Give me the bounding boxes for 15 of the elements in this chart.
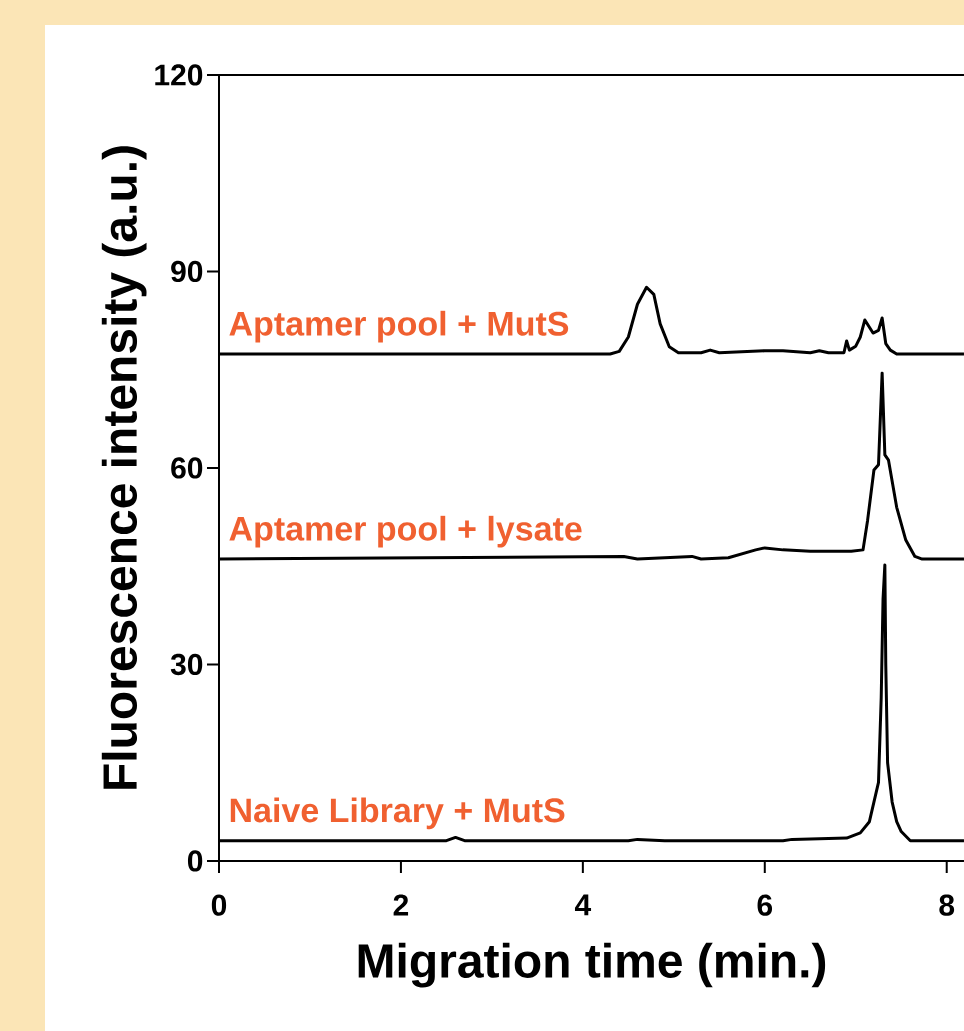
x-tick-label: 2 <box>393 894 409 916</box>
y-tick-label: 120 <box>155 64 203 86</box>
x-tick-label: 6 <box>757 894 773 916</box>
x-tick-label: 0 <box>211 894 227 916</box>
x-tick-label: 4 <box>574 894 592 916</box>
series-label: Aptamer pool + lysate <box>229 515 582 548</box>
y-axis-title: Fluorescence intensity (a.u.) <box>101 146 147 789</box>
series-label: Naive Library + MutS <box>230 797 565 830</box>
y-tick-label: 60 <box>171 457 203 479</box>
y-tick-label: 0 <box>187 850 203 872</box>
y-tick-label: 30 <box>170 653 203 676</box>
y-tick-label: 90 <box>171 260 203 283</box>
x-tick-label: 8 <box>939 894 955 916</box>
x-axis-title: Migration time (min.) <box>358 942 826 988</box>
series-label: Aptamer pool + MutS <box>229 310 569 343</box>
